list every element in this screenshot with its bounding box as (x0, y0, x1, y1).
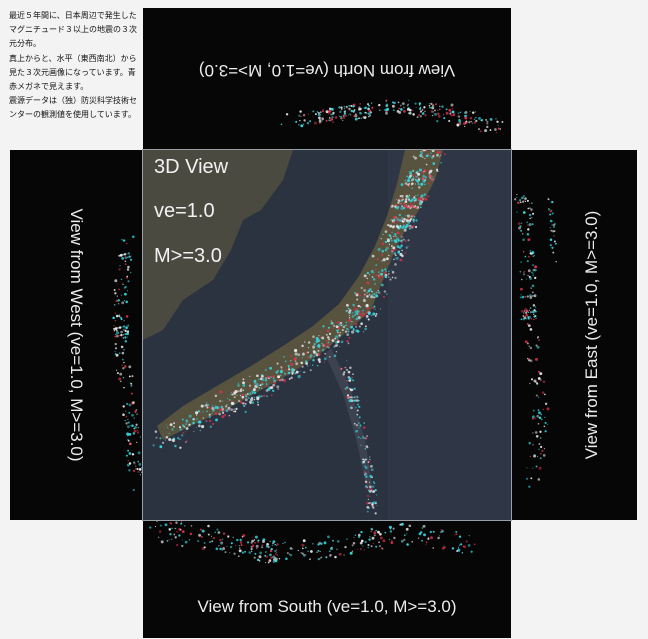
west-view-panel: View from West (ve=1.0, M>=3.0) (10, 150, 143, 520)
north-view-label: View from North (ve=1.0, M>=3.0) (198, 61, 456, 80)
west-scatter (112, 235, 143, 492)
description-note: 最近５年間に、日本周辺で発生したマグニチュード３以上の地震の３次元分布。 真上か… (9, 11, 137, 120)
south-scatter (149, 520, 476, 564)
center-magnitude: M>=3.0 (154, 245, 222, 267)
east-scatter (514, 193, 557, 488)
west-view-label: View from West (ve=1.0, M>=3.0) (67, 208, 86, 462)
center-title: 3D View (154, 156, 229, 178)
south-view-panel: View from South (ve=1.0, M>=3.0) (143, 520, 511, 638)
north-view-panel: View from North (ve=1.0, M>=3.0) (143, 8, 511, 150)
top-3d-view: 3D View ve=1.0 M>=3.0 (142, 149, 512, 521)
east-view-label: View from East (ve=1.0, M>=3.0) (582, 210, 601, 460)
east-view-panel: View from East (ve=1.0, M>=3.0) (511, 150, 637, 520)
north-scatter (280, 99, 504, 133)
japan-relief-map (143, 150, 511, 520)
south-view-label: View from South (ve=1.0, M>=3.0) (197, 597, 457, 616)
center-ve: ve=1.0 (154, 200, 215, 222)
